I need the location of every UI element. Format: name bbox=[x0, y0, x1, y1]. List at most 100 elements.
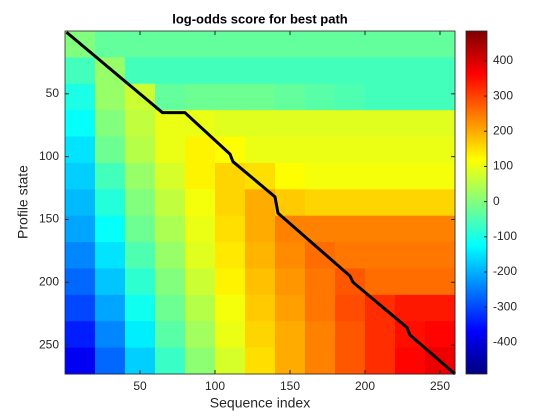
heat-cell bbox=[395, 215, 426, 243]
heat-cell bbox=[395, 242, 426, 269]
colorbar-tick-label: 200 bbox=[493, 123, 513, 137]
heat-cell bbox=[245, 321, 276, 349]
colorbar-tick-label: 300 bbox=[493, 88, 513, 102]
heat-cell bbox=[305, 162, 336, 190]
heat-cell bbox=[185, 347, 216, 375]
heat-cell bbox=[185, 110, 216, 138]
heat-cell bbox=[245, 110, 276, 138]
heat-cell bbox=[335, 294, 366, 322]
y-tick-label: 250 bbox=[39, 337, 59, 351]
heat-cell bbox=[335, 31, 366, 58]
heat-cell bbox=[65, 162, 96, 190]
heat-cell bbox=[245, 57, 276, 85]
heat-cell bbox=[65, 189, 96, 217]
heat-cell bbox=[245, 347, 276, 375]
heat-cell bbox=[65, 83, 96, 111]
colorbar-tick-label: 400 bbox=[493, 53, 513, 67]
heat-cell bbox=[125, 189, 156, 217]
colorbar-tick-label: 100 bbox=[493, 159, 513, 173]
heat-cell bbox=[305, 31, 336, 58]
heat-cell bbox=[215, 57, 246, 85]
heat-cell bbox=[155, 136, 186, 164]
heat-cell bbox=[65, 268, 96, 296]
heat-cell bbox=[95, 110, 126, 138]
heat-cell bbox=[275, 136, 306, 164]
heat-cell bbox=[65, 347, 96, 375]
heat-cell bbox=[65, 294, 96, 322]
heat-cell bbox=[95, 162, 126, 190]
heat-cell bbox=[395, 268, 426, 296]
heat-cell bbox=[305, 136, 336, 164]
heat-cell bbox=[425, 294, 456, 322]
heat-cell bbox=[305, 83, 336, 111]
heat-cell bbox=[335, 110, 366, 138]
heat-cell bbox=[425, 242, 456, 269]
colorbar-tick-label: -400 bbox=[493, 335, 517, 349]
heat-cell bbox=[395, 57, 426, 85]
heat-cell bbox=[155, 110, 186, 138]
heat-cell bbox=[275, 321, 306, 349]
heat-cell bbox=[305, 57, 336, 85]
heat-cell bbox=[125, 242, 156, 269]
heat-cell bbox=[155, 189, 186, 217]
heat-cell bbox=[335, 189, 366, 217]
heat-cell bbox=[95, 347, 126, 375]
heat-cell bbox=[125, 321, 156, 349]
heat-cell bbox=[335, 136, 366, 164]
heat-cell bbox=[95, 321, 126, 349]
heat-cell bbox=[275, 57, 306, 85]
heat-cell bbox=[125, 136, 156, 164]
heat-cell bbox=[155, 242, 186, 269]
heat-cell bbox=[125, 215, 156, 243]
heat-cell bbox=[125, 31, 156, 58]
heat-cell bbox=[125, 110, 156, 138]
heat-cell bbox=[425, 110, 456, 138]
heat-cell bbox=[305, 189, 336, 217]
heat-cell bbox=[65, 110, 96, 138]
heat-cell bbox=[155, 83, 186, 111]
heat-cell bbox=[185, 136, 216, 164]
heat-cell bbox=[95, 83, 126, 111]
heat-cell bbox=[155, 294, 186, 322]
y-tick-label: 50 bbox=[46, 86, 60, 100]
heat-cell bbox=[365, 268, 396, 296]
heat-cell bbox=[365, 31, 396, 58]
heat-cell bbox=[335, 321, 366, 349]
y-axis-label: Profile state bbox=[15, 165, 31, 239]
heat-cell bbox=[245, 31, 276, 58]
heat-cell bbox=[275, 215, 306, 243]
heat-cell bbox=[275, 110, 306, 138]
heat-cell bbox=[95, 268, 126, 296]
heat-cell bbox=[365, 189, 396, 217]
heat-cell bbox=[425, 31, 456, 58]
heat-cell bbox=[185, 215, 216, 243]
heat-cell bbox=[65, 57, 96, 85]
heat-cell bbox=[395, 347, 426, 375]
heat-cell bbox=[365, 162, 396, 190]
heat-cell bbox=[365, 83, 396, 111]
heat-cell bbox=[335, 347, 366, 375]
heat-cell bbox=[155, 31, 186, 58]
heat-cell bbox=[335, 162, 366, 190]
heat-cell bbox=[155, 57, 186, 85]
heat-cell bbox=[125, 268, 156, 296]
x-tick-label: 250 bbox=[430, 379, 450, 393]
heat-cell bbox=[215, 347, 246, 375]
heat-cell bbox=[425, 321, 456, 349]
heat-cell bbox=[185, 31, 216, 58]
heat-cell bbox=[185, 268, 216, 296]
heat-cell bbox=[245, 83, 276, 111]
y-tick-label: 150 bbox=[39, 212, 59, 226]
heat-cell bbox=[365, 110, 396, 138]
heat-cell bbox=[395, 110, 426, 138]
colorbar-tick-label: -200 bbox=[493, 264, 517, 278]
heat-cell bbox=[65, 215, 96, 243]
heat-cell bbox=[215, 268, 246, 296]
heat-cell bbox=[215, 215, 246, 243]
best-path bbox=[65, 31, 456, 376]
heat-cell bbox=[245, 242, 276, 269]
heat-cell bbox=[365, 136, 396, 164]
colorbar-tick-label: -300 bbox=[493, 299, 517, 313]
heat-cell bbox=[215, 31, 246, 58]
